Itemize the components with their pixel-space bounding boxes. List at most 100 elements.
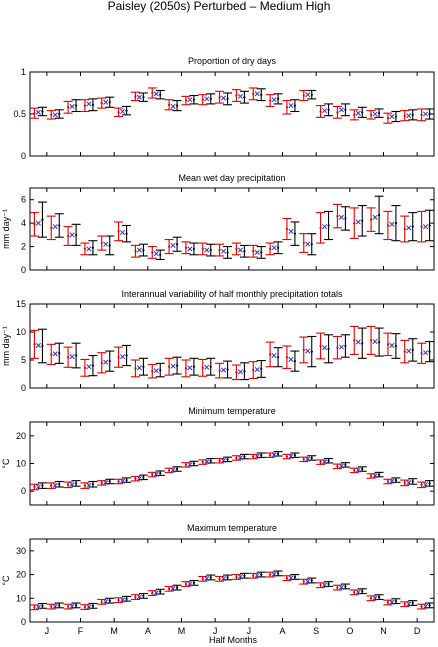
observed-marker [204, 459, 210, 465]
mean-point [285, 356, 289, 359]
mean-point [394, 479, 398, 482]
mean-point [41, 218, 44, 221]
observed-marker [305, 456, 311, 462]
mean-point [142, 365, 145, 368]
observed-marker [322, 459, 328, 465]
mean-point [268, 454, 272, 457]
observed-marker [153, 251, 159, 257]
observed-marker [153, 368, 159, 374]
observed-marker [355, 110, 361, 116]
mean-point [327, 459, 330, 462]
observed-marker [372, 595, 378, 601]
mean-point [319, 344, 322, 348]
mean-point [117, 356, 120, 359]
y-tick-label: 4 [21, 218, 26, 228]
y-tick-label: 6 [21, 195, 26, 205]
observed-marker [254, 249, 260, 255]
observed-marker [69, 603, 75, 609]
mean-point [125, 109, 128, 112]
observed-marker [288, 453, 294, 459]
mean-point [420, 113, 423, 116]
mean-point [428, 224, 431, 227]
mean-point [66, 234, 70, 238]
mean-point [361, 590, 364, 593]
y-tick-label: 30 [16, 546, 26, 556]
mean-point [66, 483, 70, 486]
observed-marker [305, 241, 311, 247]
observed-marker [271, 245, 277, 251]
observed-marker [221, 457, 227, 464]
mean-point [167, 365, 171, 368]
month-label: M [178, 626, 186, 636]
mean-point [167, 103, 171, 106]
y-tick-label: 0 [21, 151, 26, 161]
plot-area-frame [29, 421, 435, 506]
observed-marker [103, 480, 109, 486]
mean-point [260, 93, 263, 96]
mean-point [252, 250, 255, 253]
plot-area-frame [29, 187, 435, 271]
mean-point [293, 360, 297, 363]
observed-marker [271, 571, 277, 577]
mean-point [243, 96, 246, 99]
mean-point [386, 343, 390, 346]
mean-point [66, 356, 70, 359]
mean-point [268, 353, 272, 356]
mean-point [428, 482, 431, 485]
mean-point [50, 113, 53, 116]
mean-point [394, 600, 398, 603]
observed-marker [103, 359, 109, 365]
mean-point [420, 352, 423, 355]
chart-panel: Mean wet day precipitation 0 2 4 6 mm day⁻¹ [1, 173, 435, 275]
mean-point [167, 587, 171, 590]
observed-marker [204, 247, 210, 253]
mean-point [285, 455, 289, 458]
mean-point [403, 481, 406, 484]
observed-marker [153, 590, 159, 596]
mean-point [159, 590, 162, 593]
mean-point [411, 601, 414, 605]
mean-point [74, 604, 78, 607]
mean-point [276, 246, 280, 249]
mean-point [209, 248, 212, 252]
mean-point [74, 482, 78, 485]
y-tick-label: 0 [21, 486, 26, 496]
mean-point [310, 93, 313, 96]
observed-marker [120, 108, 126, 115]
observed-marker [254, 366, 260, 373]
month-label: A [145, 626, 151, 636]
mean-point [134, 95, 137, 98]
mean-point [302, 241, 305, 245]
mean-point [125, 232, 128, 235]
mean-point [33, 223, 36, 226]
mean-point [108, 360, 111, 363]
mean-point [91, 246, 95, 249]
observed-marker [35, 220, 41, 226]
mean-point [327, 224, 330, 227]
mean-point [167, 469, 171, 472]
mean-point [226, 251, 229, 254]
mean-point [151, 251, 154, 254]
mean-point [192, 247, 196, 251]
observed-marker [305, 348, 311, 354]
observed-marker [187, 462, 193, 468]
mean-point [327, 347, 330, 350]
mean-point [319, 461, 322, 464]
mean-point [428, 350, 431, 353]
observed-marker [69, 481, 75, 488]
mean-point [33, 485, 36, 489]
mean-point [361, 219, 364, 222]
month-label: J [247, 626, 252, 636]
mean-point [252, 455, 255, 458]
plot-area-frame [29, 538, 435, 623]
mean-point [319, 584, 322, 587]
mean-point [369, 597, 373, 600]
mean-point [369, 113, 373, 116]
mean-point [386, 601, 390, 604]
month-label: F [78, 626, 84, 636]
mean-point [369, 339, 373, 342]
observed-marker [204, 364, 210, 370]
observed-marker [338, 463, 344, 469]
observed-marker [120, 597, 126, 603]
mean-point [243, 455, 246, 458]
